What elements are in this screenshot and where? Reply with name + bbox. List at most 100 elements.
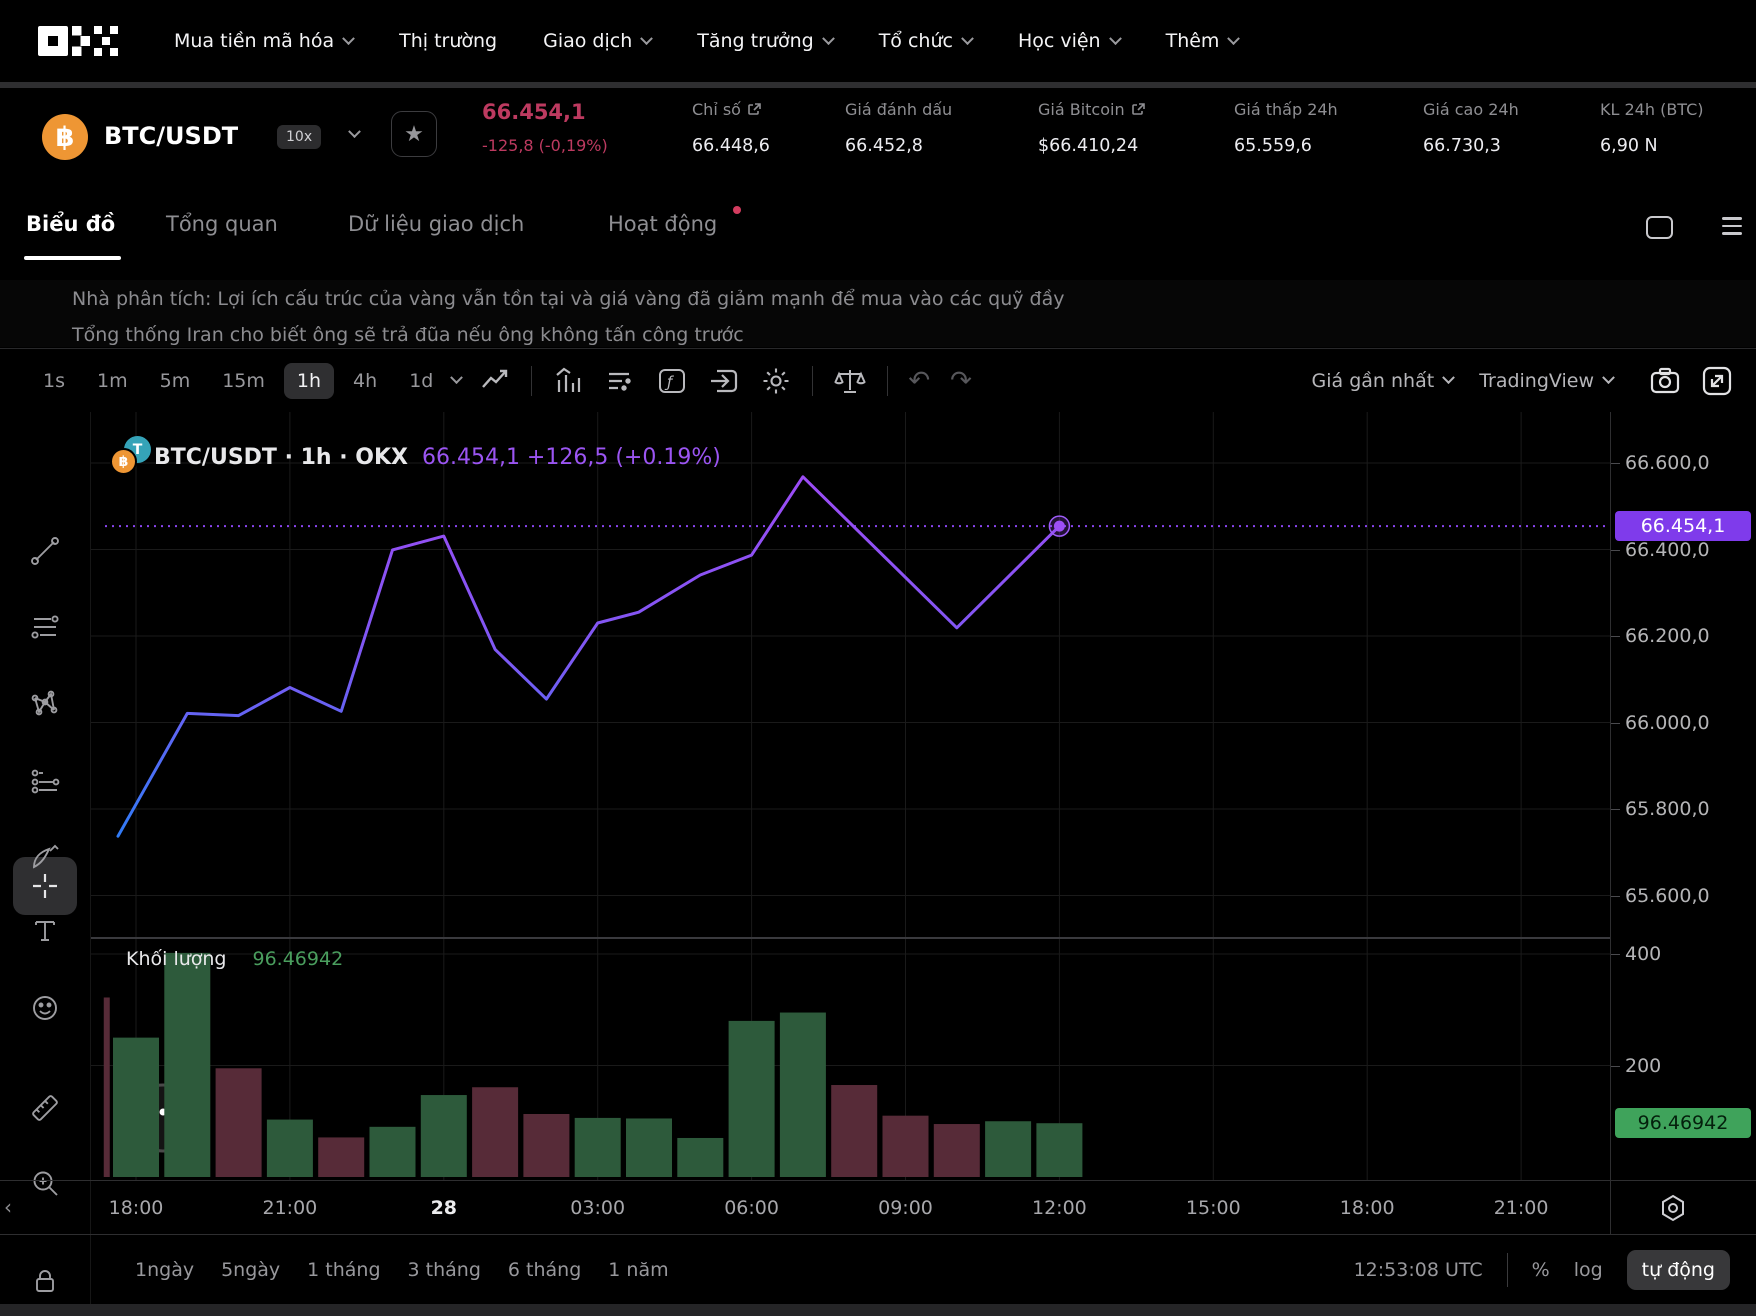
stat-label: Giá Bitcoin xyxy=(1038,100,1146,119)
tool-parallel-channel[interactable] xyxy=(30,612,60,646)
nav-item-3[interactable]: Giao dịch xyxy=(543,30,654,52)
volume-tick-label: 200 xyxy=(1625,1054,1662,1077)
range-6[interactable]: 1 năm xyxy=(608,1259,669,1281)
tab-1[interactable]: Biểu đồ xyxy=(26,212,116,236)
nav-item-7[interactable]: Thêm xyxy=(1166,30,1241,52)
time-tick-label: 18:00 xyxy=(1339,1196,1395,1219)
scale-%[interactable]: % xyxy=(1531,1259,1550,1281)
tool-text-tool[interactable] xyxy=(30,916,60,950)
time-tick-label: 09:00 xyxy=(878,1196,933,1219)
legend-price: 66.454,1 +126,5 (+0.19%) xyxy=(421,444,721,470)
leverage-badge[interactable]: 10x xyxy=(277,125,322,149)
tab-4[interactable]: Hoạt động xyxy=(608,212,718,236)
stat-label: KL 24h (BTC) xyxy=(1600,100,1704,119)
news-headline-2[interactable]: Tổng thống Iran cho biết ông sẽ trả đũa … xyxy=(72,324,744,346)
tool-magnifier[interactable] xyxy=(30,1168,60,1202)
tab-2[interactable]: Tổng quan xyxy=(166,212,278,236)
price-tick-label: 66.400,0 xyxy=(1625,538,1710,561)
tool-lock[interactable] xyxy=(30,1266,60,1300)
range-2[interactable]: 5ngày xyxy=(221,1259,281,1281)
svg-text:ƒ: ƒ xyxy=(664,373,674,391)
chart-toolbar: 1s 1m 5m 15m 1h 4h 1d ƒ ↶ ↷ Giá gần nhất Tr xyxy=(0,349,1756,412)
scale-compare-icon[interactable] xyxy=(834,366,867,396)
save-layout-icon[interactable] xyxy=(709,366,739,396)
time-tick-label: 15:00 xyxy=(1185,1196,1241,1219)
clock-utc[interactable]: 12:53:08 UTC xyxy=(1353,1259,1483,1281)
okx-logo[interactable] xyxy=(38,18,118,64)
range-1[interactable]: 1ngày xyxy=(135,1259,195,1281)
time-axis[interactable]: ‹ 18:00 21:00 28 03:00 06:00 09:00 12:00 15:00 1… xyxy=(0,1180,1756,1235)
settings-gear-icon[interactable] xyxy=(761,366,791,396)
top-nav: Mua tiền mã hóa Thị trường Giao dịch Tăng t… xyxy=(0,0,1756,82)
pair-icons: T ฿ xyxy=(110,436,154,475)
tool-ruler[interactable] xyxy=(30,1093,60,1127)
tab-3[interactable]: Dữ liệu giao dịch xyxy=(348,212,525,236)
tool-crosshair[interactable] xyxy=(13,857,77,915)
more-menu-icon[interactable] xyxy=(1722,217,1742,240)
volume-tick-label: 400 xyxy=(1625,943,1662,965)
chart-type-line-icon[interactable] xyxy=(480,366,510,396)
range-3[interactable]: 1 tháng xyxy=(307,1259,381,1281)
stat-label: Giá đánh dấu xyxy=(845,100,953,119)
price-chart[interactable] xyxy=(0,412,1610,1235)
news-headline-1[interactable]: Nhà phân tích: Lợi ích cấu trúc của vàng… xyxy=(72,288,1065,310)
compare-list-icon[interactable] xyxy=(605,366,635,396)
nav-item-1[interactable]: Mua tiền mã hóa xyxy=(174,30,355,52)
nav-item-6[interactable]: Học viện xyxy=(1018,30,1122,52)
chevron-down-icon xyxy=(961,31,974,45)
pair-chevron-down-icon[interactable] xyxy=(348,125,361,139)
fullscreen-icon[interactable] xyxy=(1702,366,1732,396)
axis-tick xyxy=(1611,1065,1620,1067)
stat-value: 66.448,6 xyxy=(692,136,770,156)
tool-brush[interactable] xyxy=(30,841,60,875)
timeframe-1m[interactable]: 1m xyxy=(97,369,128,392)
timeframe-1h[interactable]: 1h xyxy=(283,362,335,399)
range-5[interactable]: 6 tháng xyxy=(507,1259,582,1281)
price-tick-label: 66.200,0 xyxy=(1625,625,1710,647)
provider-dropdown[interactable]: TradingView xyxy=(1479,370,1615,392)
favorite-star-button[interactable]: ★ xyxy=(391,111,437,157)
tool-trend-line[interactable] xyxy=(30,536,60,570)
stat-value: 66.730,3 xyxy=(1423,136,1501,156)
time-tick-label: 21:00 xyxy=(262,1196,318,1219)
redo-icon[interactable]: ↷ xyxy=(950,365,972,396)
stat-value: $66.410,24 xyxy=(1038,136,1139,156)
camera-snapshot-icon[interactable] xyxy=(1650,366,1680,396)
volume-value: 96.46942 xyxy=(252,948,344,970)
tool-emoji[interactable] xyxy=(30,992,60,1026)
price-tick-label: 66.000,0 xyxy=(1625,711,1710,734)
news-ticker-banner[interactable]: Nhà phân tích: Lợi ích cấu trúc của vàng… xyxy=(0,280,1756,347)
function-template-icon[interactable]: ƒ xyxy=(657,366,687,396)
timeframe-5m[interactable]: 5m xyxy=(159,369,191,392)
timeframe-15m[interactable]: 15m xyxy=(222,369,265,392)
price-axis[interactable]: 66.600,0 66.400,0 66.200,0 66.000,0 65.800,0… xyxy=(1610,412,1756,1235)
layout-window-icon[interactable] xyxy=(1646,216,1673,239)
price-mode-dropdown[interactable]: Giá gần nhất xyxy=(1312,370,1456,392)
timeframe-1d[interactable]: 1d xyxy=(409,369,434,392)
tool-xabcd-pattern[interactable] xyxy=(30,687,60,721)
axis-tick xyxy=(1611,636,1620,637)
time-axis-settings-icon[interactable] xyxy=(1658,1193,1688,1223)
indicators-icon[interactable] xyxy=(553,366,583,396)
scroll-left-arrow[interactable]: ‹ xyxy=(4,1195,12,1219)
price-tick-label: 66.600,0 xyxy=(1625,452,1710,474)
price-change: -125,8 (-0,19%) xyxy=(482,136,608,155)
axis-tick xyxy=(1611,549,1620,551)
divider xyxy=(0,348,1756,349)
scale-log[interactable]: log xyxy=(1573,1259,1603,1281)
timeframe-1s[interactable]: 1s xyxy=(43,369,65,392)
nav-item-4[interactable]: Tăng trưởng xyxy=(697,30,835,52)
nav-item-2[interactable]: Thị trường xyxy=(399,30,498,52)
range-4[interactable]: 3 tháng xyxy=(407,1259,481,1281)
tool-forecast-line[interactable] xyxy=(30,765,60,799)
price-tick-label: 65.800,0 xyxy=(1625,798,1710,820)
nav-items: Mua tiền mã hóa Thị trường Giao dịch Tăng t… xyxy=(174,30,1284,52)
timeframe-4h[interactable]: 4h xyxy=(353,369,378,392)
nav-item-5[interactable]: Tổ chức xyxy=(879,30,974,52)
scale-tự-động[interactable]: tự động xyxy=(1626,1250,1730,1290)
timeframe-chevron-icon[interactable] xyxy=(450,371,464,385)
ticker-bar: ฿ BTC/USDT 10x ★ 66.454,1 -125,8 (-0,19%… xyxy=(0,88,1756,190)
notification-dot xyxy=(733,206,741,214)
undo-icon[interactable]: ↶ xyxy=(908,365,931,396)
legend-symbol: BTC/USDT · 1h · OKX xyxy=(154,444,408,470)
